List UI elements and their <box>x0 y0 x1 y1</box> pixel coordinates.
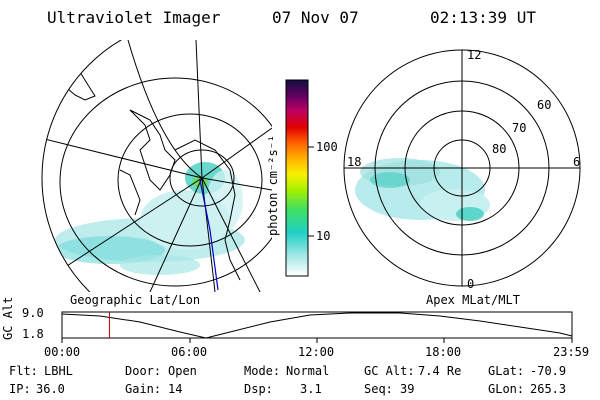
altitude-xtick-2: 12:00 <box>298 345 335 359</box>
ip-value: 36.0 <box>36 382 65 396</box>
colorbar-tick-100: 100 <box>316 140 338 154</box>
door-label: Door: <box>125 364 162 378</box>
colorbar-label: photon cm⁻²s⁻¹ <box>266 134 280 236</box>
seq-value: 39 <box>400 382 415 396</box>
polar-mlt-0: 0 <box>467 277 475 291</box>
seq-label: Seq: <box>364 382 393 396</box>
gcalt-label: GC Alt: <box>364 364 415 378</box>
glat-value: -70.9 <box>530 364 567 378</box>
colorbar-scale <box>285 79 309 277</box>
polar-mlt-18: 18 <box>347 155 362 169</box>
glon-label: GLon: <box>488 382 525 396</box>
polar-plot <box>343 49 581 287</box>
dsp-value: 3.1 <box>300 382 322 396</box>
altitude-xtick-4: 23:59 <box>553 345 590 359</box>
gain-value: 14 <box>168 382 183 396</box>
altitude-xtick-3: 18:00 <box>425 345 462 359</box>
glon-value: 265.3 <box>530 382 567 396</box>
altitude-frame <box>61 311 573 339</box>
instrument-title: Ultraviolet Imager <box>47 8 221 27</box>
glat-label: GLat: <box>488 364 525 378</box>
polar-lat-70: 70 <box>512 121 527 135</box>
flt-label: Flt: <box>9 364 38 378</box>
colorbar <box>285 79 314 277</box>
polar-caption: Apex MLat/MLT <box>426 293 520 307</box>
polar-lat-80: 80 <box>492 142 507 156</box>
door-value: Open <box>168 364 197 378</box>
geographic-map <box>41 40 272 292</box>
gcalt-value: 7.4 Re <box>418 364 462 378</box>
flt-value: LBHL <box>44 364 73 378</box>
polar-mlt-6: 6 <box>573 155 581 169</box>
date-label: 07 Nov 07 <box>272 8 359 27</box>
ip-label: IP: <box>9 382 31 396</box>
altitude-xtick-0: 00:00 <box>44 345 81 359</box>
mode-label: Mode: <box>244 364 281 378</box>
polar-lat-60: 60 <box>537 98 552 112</box>
gain-label: Gain: <box>125 382 162 396</box>
time-label: 02:13:39 UT <box>430 8 536 27</box>
polar-aurora-emission <box>355 158 490 221</box>
dsp-label: Dsp: <box>244 382 273 396</box>
altitude-xtick-1: 06:00 <box>171 345 208 359</box>
geo-aurora-emission <box>55 162 245 275</box>
colorbar-tick-10: 10 <box>316 229 331 243</box>
polar-mlt-12: 12 <box>467 48 482 62</box>
altitude-plot <box>61 311 573 343</box>
geo-caption: Geographic Lat/Lon <box>70 293 201 307</box>
altitude-ytick-top: 9.0 <box>22 306 44 320</box>
mode-value: Normal <box>286 364 330 378</box>
altitude-ytick-bottom: 1.8 <box>22 327 44 341</box>
altitude-ylabel: GC Alt <box>1 296 15 340</box>
